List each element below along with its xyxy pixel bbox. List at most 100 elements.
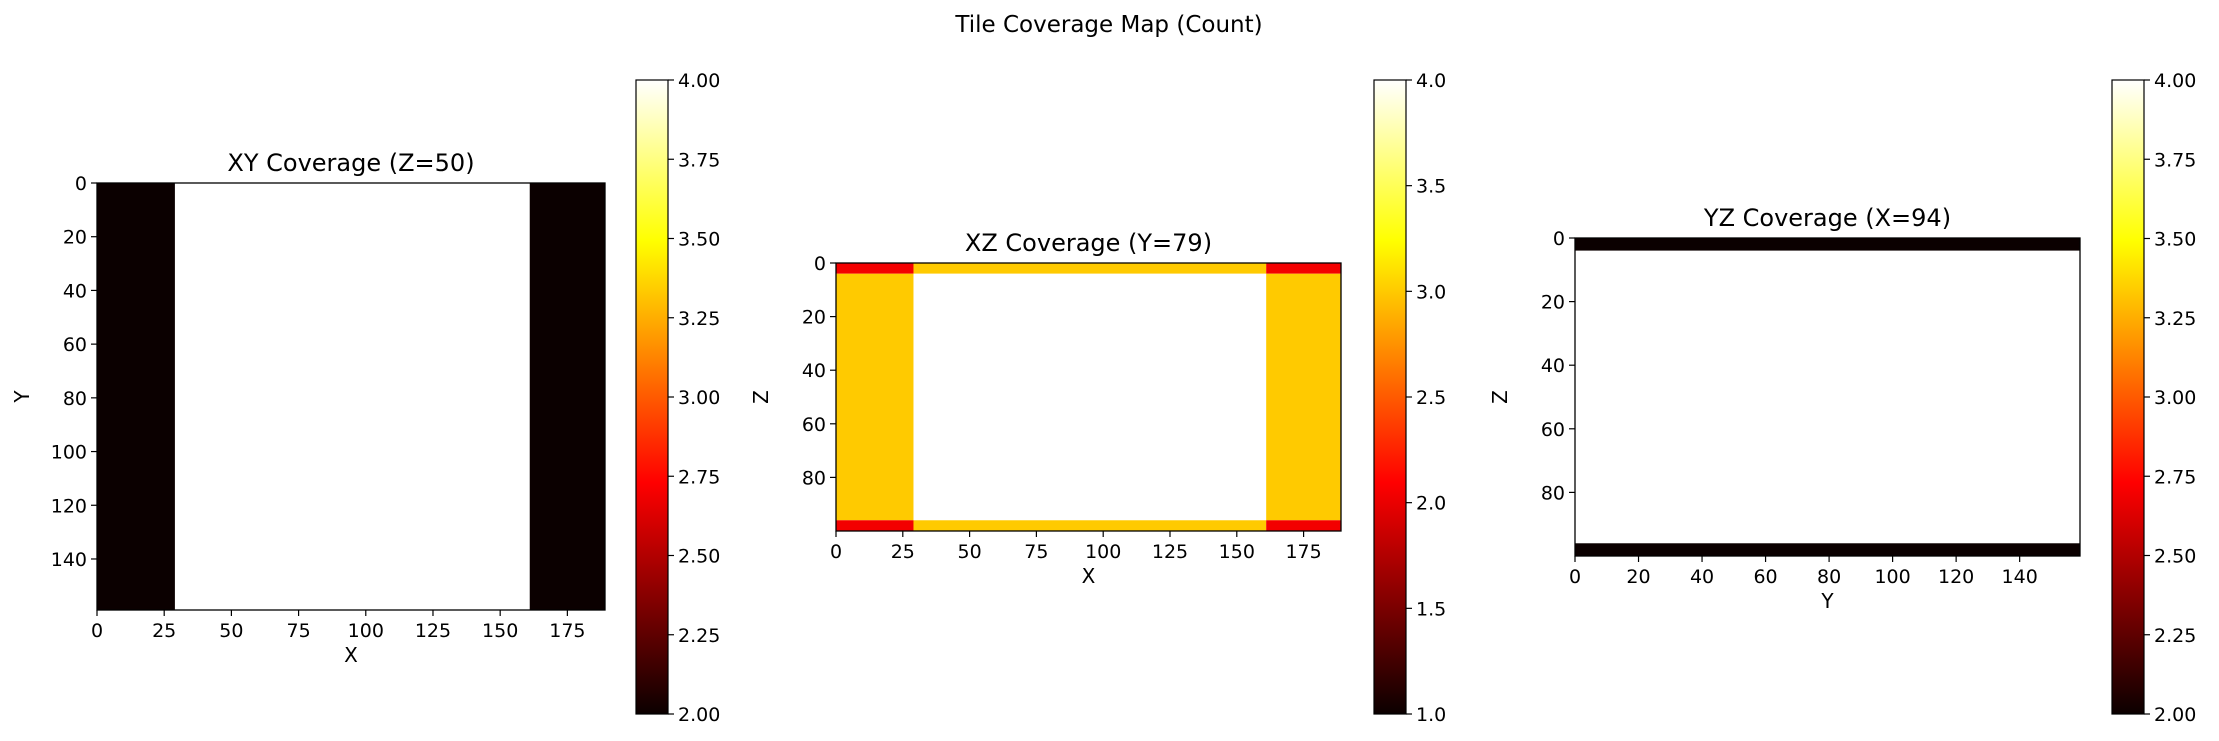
x-tick-label: 175	[549, 620, 585, 642]
colorbar-tick-label: 3.75	[678, 149, 720, 171]
x-tick-label: 140	[2002, 566, 2038, 588]
y-tick-label: 100	[51, 442, 87, 464]
heatmap-cell	[1266, 520, 1341, 531]
y-axis-label: Y	[10, 390, 34, 404]
x-tick-label: 125	[1152, 541, 1188, 563]
colorbar-tick-label: 3.75	[2154, 149, 2196, 171]
colorbar-tick-label: 2.75	[678, 466, 720, 488]
y-tick-label: 20	[802, 307, 826, 329]
heatmap-cell	[1575, 238, 2080, 251]
x-tick-label: 25	[891, 541, 915, 563]
heatmap-cell	[1266, 273, 1341, 521]
x-tick-label: 100	[1085, 541, 1121, 563]
y-tick-label: 140	[51, 549, 87, 571]
x-axis-label: X	[344, 643, 358, 667]
figure-title: Tile Coverage Map (Count)	[954, 12, 1262, 38]
heatmap-cell	[913, 273, 1267, 521]
panel-title: YZ Coverage (X=94)	[1703, 204, 1951, 232]
colorbar-tick-label: 3.25	[678, 308, 720, 330]
colorbar	[2111, 79, 2145, 715]
y-tick-label: 80	[1541, 482, 1565, 504]
colorbar-tick-label: 4.00	[678, 70, 720, 92]
colorbar-tick-label: 4.00	[2154, 70, 2196, 92]
x-tick-label: 50	[958, 541, 982, 563]
y-tick-label: 20	[1541, 292, 1565, 314]
y-tick-label: 0	[1553, 228, 1565, 250]
colorbar-tick-label: 3.00	[2154, 387, 2196, 409]
colorbar-tick-label: 2.00	[678, 704, 720, 726]
x-tick-label: 80	[1817, 566, 1841, 588]
colorbar-tick-label: 1.5	[1416, 598, 1446, 620]
colorbar-tick-label: 4.0	[1416, 70, 1446, 92]
x-tick-label: 0	[830, 541, 842, 563]
x-tick-label: 75	[286, 620, 310, 642]
x-tick-label: 100	[1874, 566, 1910, 588]
y-tick-label: 80	[802, 467, 826, 489]
y-tick-label: 80	[63, 388, 87, 410]
colorbar	[635, 79, 669, 715]
x-tick-label: 40	[1690, 566, 1714, 588]
y-axis-label: Z	[1488, 390, 1512, 404]
heatmap-cell	[836, 273, 914, 521]
colorbar-tick-label: 2.50	[2154, 546, 2196, 568]
colorbar-tick-label: 3.50	[678, 229, 720, 251]
colorbar-tick-label: 3.50	[2154, 229, 2196, 251]
colorbar-tick-label: 3.0	[1416, 281, 1446, 303]
x-tick-label: 50	[219, 620, 243, 642]
x-tick-label: 0	[1569, 566, 1581, 588]
y-tick-label: 0	[75, 173, 87, 195]
colorbar-tick-label: 2.75	[2154, 466, 2196, 488]
x-axis-label: X	[1082, 564, 1096, 588]
heatmap-cell	[1266, 263, 1341, 274]
axes-frame	[835, 262, 1342, 532]
y-tick-label: 60	[63, 334, 87, 356]
x-axis-label: Y	[1820, 589, 1834, 613]
y-tick-label: 20	[63, 227, 87, 249]
colorbar-tick-label: 1.0	[1416, 704, 1446, 726]
x-tick-label: 120	[1938, 566, 1974, 588]
y-tick-label: 40	[63, 280, 87, 302]
y-tick-label: 60	[802, 414, 826, 436]
colorbar-tick-label: 3.00	[678, 387, 720, 409]
x-tick-label: 100	[348, 620, 384, 642]
heatmap-cell	[529, 183, 605, 610]
colorbar-tick-label: 2.00	[2154, 704, 2196, 726]
x-tick-label: 0	[91, 620, 103, 642]
colorbar	[1373, 79, 1407, 715]
colorbar-tick-label: 3.5	[1416, 176, 1446, 198]
panel-2: XZ Coverage (Y=79) 0 25 50 75 100 125 150 175 0 20…	[749, 70, 1446, 726]
colorbar-tick-label: 2.5	[1416, 387, 1446, 409]
heatmap-cell	[836, 263, 914, 274]
panel-title: XY Coverage (Z=50)	[227, 149, 474, 177]
x-tick-label: 60	[1753, 566, 1777, 588]
y-tick-label: 40	[1541, 355, 1565, 377]
y-tick-label: 40	[802, 360, 826, 382]
x-tick-label: 175	[1285, 541, 1321, 563]
colorbar-tick-label: 3.25	[2154, 308, 2196, 330]
heatmap-cell	[97, 183, 175, 610]
colorbar-tick-label: 2.50	[678, 546, 720, 568]
heatmap-cell	[913, 520, 1267, 531]
axes-frame	[1574, 237, 2081, 557]
panel-title: XZ Coverage (Y=79)	[965, 229, 1212, 257]
axes-frame	[96, 182, 606, 611]
x-tick-label: 150	[482, 620, 518, 642]
y-tick-label: 120	[51, 495, 87, 517]
x-tick-label: 25	[152, 620, 176, 642]
x-tick-label: 75	[1024, 541, 1048, 563]
heatmap-cell	[913, 263, 1267, 274]
heatmap-cell	[1575, 250, 2080, 544]
heatmap-cell	[174, 183, 530, 610]
heatmap-cell	[836, 520, 914, 531]
panel-1: XY Coverage (Z=50) 0 25 50 75 100 125 150 175 0 20…	[10, 70, 720, 726]
y-tick-label: 0	[814, 253, 826, 275]
colorbar-tick-label: 2.25	[2154, 625, 2196, 647]
y-axis-label: Z	[749, 390, 773, 404]
x-tick-label: 125	[415, 620, 451, 642]
colorbar-tick-label: 2.0	[1416, 493, 1446, 515]
colorbar-tick-label: 2.25	[678, 625, 720, 647]
heatmap-cell	[1575, 543, 2080, 556]
x-tick-label: 150	[1219, 541, 1255, 563]
panel-3: YZ Coverage (X=94) 0 20 40 60 80 100 120 140 0 20 4…	[1488, 70, 2196, 726]
